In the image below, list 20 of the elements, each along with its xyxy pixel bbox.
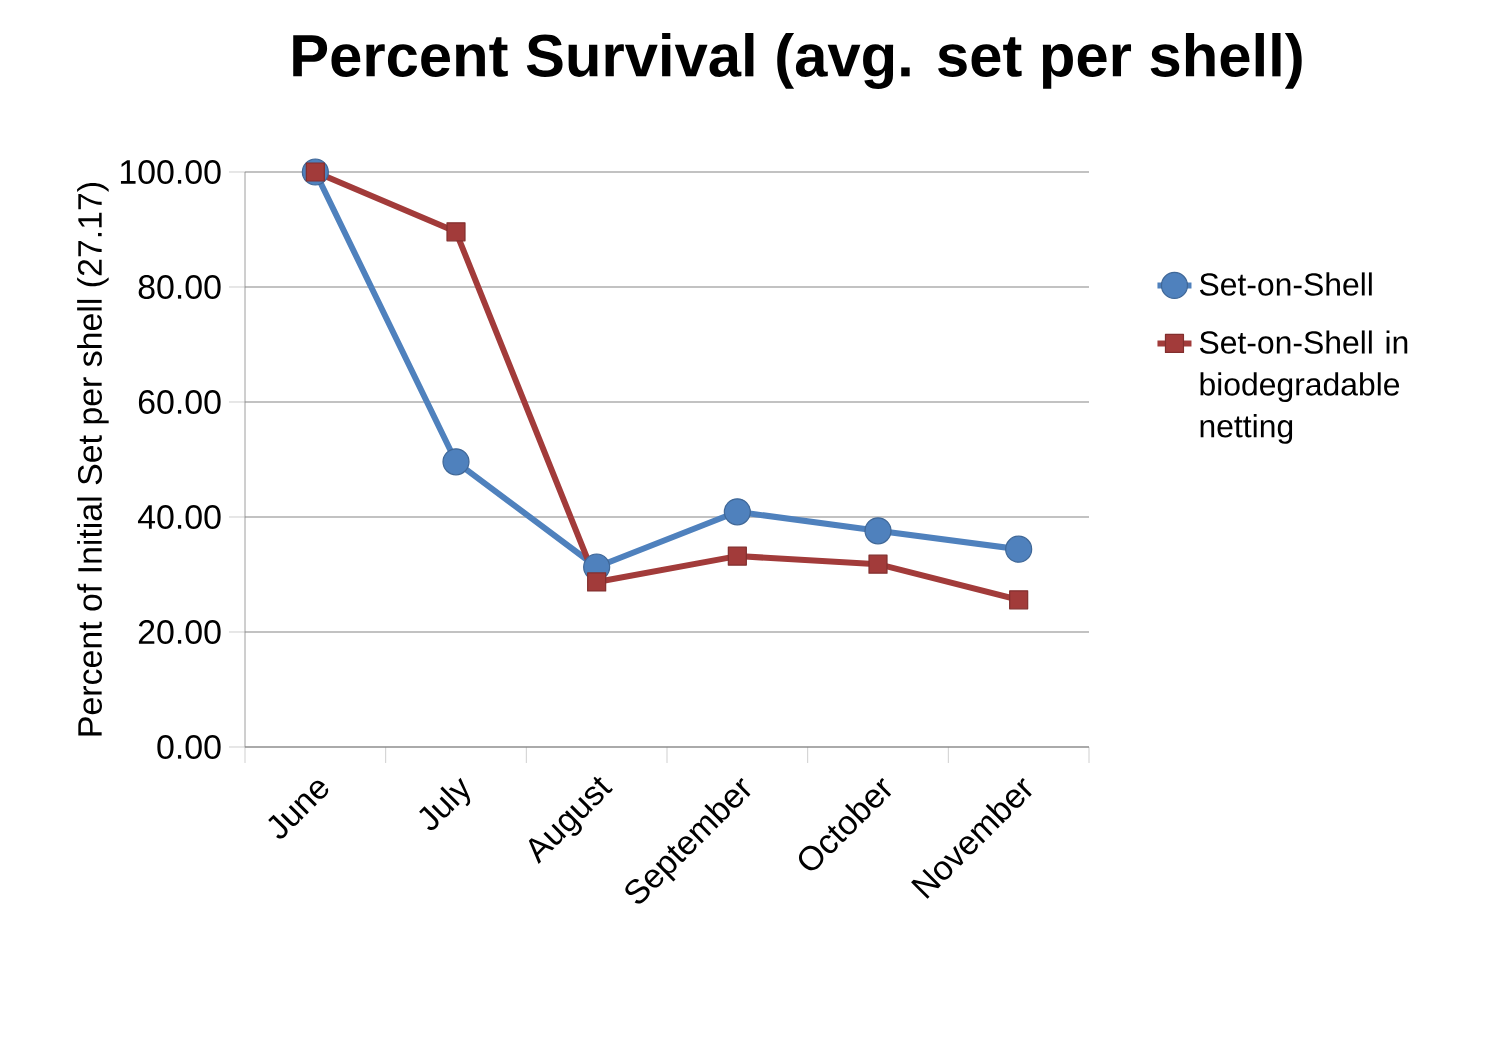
legend-label: Set-on-Shell (1199, 272, 1372, 296)
point (1009, 590, 1029, 610)
y-tick-label: 40.00 (137, 505, 221, 529)
y-tick-label: 20.00 (138, 620, 221, 644)
legend-label: Set-on-Shell in biodegradable netting (1199, 330, 1408, 444)
point (723, 498, 751, 526)
point (1005, 535, 1033, 563)
chart-title: Percent Survival (avg. set per shell) (293, 33, 1302, 89)
point (864, 517, 892, 545)
x-tick-label: July (419, 777, 471, 831)
point (446, 222, 466, 242)
y-axis-title: Percent of Initial Set per shell (27.17) (77, 183, 109, 736)
point (442, 448, 470, 476)
point (587, 572, 607, 592)
point (868, 554, 888, 574)
y-tick-label: 100.00 (120, 160, 221, 184)
y-tick-label: 60.00 (138, 390, 221, 414)
point (727, 546, 747, 566)
y-tick-label: 0.00 (157, 735, 221, 759)
y-tick-label: 80.00 (138, 275, 221, 299)
